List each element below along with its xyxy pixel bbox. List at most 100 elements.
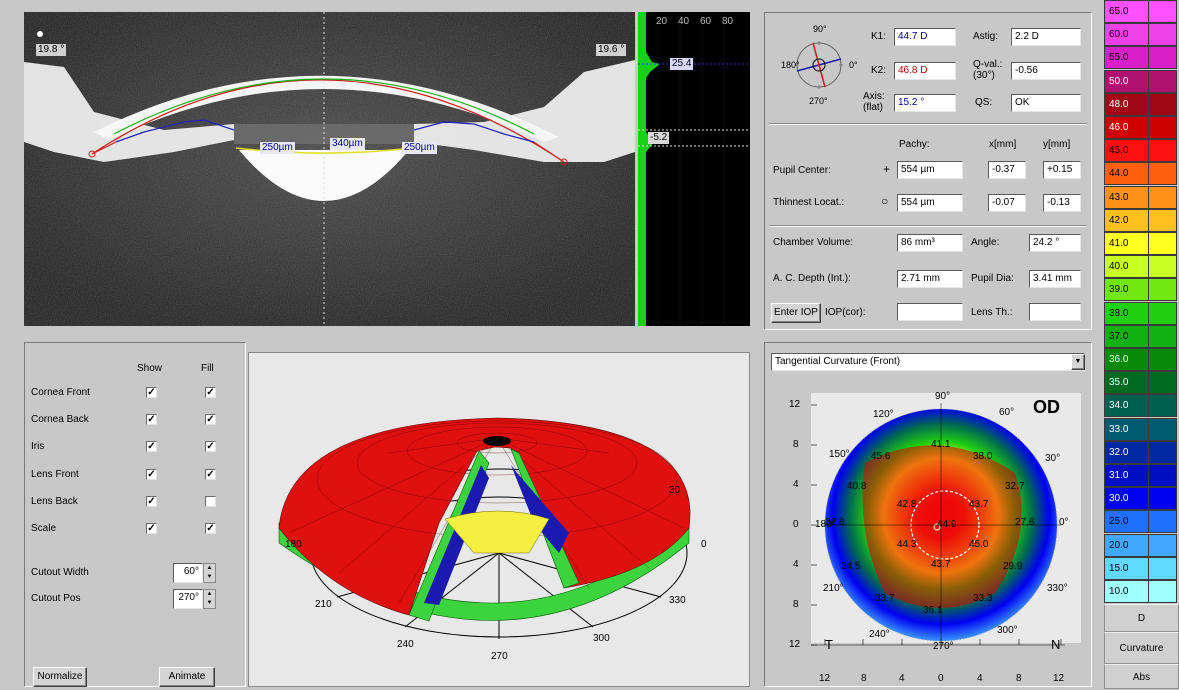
show-lens-front-checkbox[interactable]: ✓ [146,469,157,480]
normalize-button[interactable]: Normalize [33,667,87,687]
axis-label-1: Axis: [863,91,885,102]
scale-swatch [1149,348,1177,371]
cutout-width-field[interactable]: 60° [173,563,203,583]
angle-330: 330° [1047,583,1068,594]
spin-down-icon[interactable]: ▼ [206,600,213,606]
spin-down-icon[interactable]: ▼ [206,574,213,580]
astig-field: 2.2 D [1011,28,1081,46]
cutout-pos-field[interactable]: 270° [173,589,203,609]
x-mm-header: x[mm] [989,139,1017,150]
map-value: 43.7 [931,559,951,570]
map-value: 29.9 [1003,561,1023,572]
k1-field: 44.7 D [894,28,956,46]
densitometry-marker-top: 25.4 [670,58,694,70]
separator-1 [769,123,1087,125]
fill-lens-front-checkbox[interactable]: ✓ [205,469,216,480]
axis-compass [795,41,843,89]
chamber-volume-field: 86 mm³ [897,234,963,252]
show-cornea-front-checkbox[interactable]: ✓ [146,387,157,398]
pachy-header: Pachy: [899,139,930,150]
pupil-x-field: -0.37 [988,161,1026,179]
fill-lens-back-checkbox[interactable] [205,496,216,507]
map-value: 32.8 [825,517,845,528]
scale-value: 36.0 [1104,348,1149,371]
y-tick: 12 [789,399,801,410]
show-cornea-back-checkbox[interactable]: ✓ [146,414,157,425]
spin-up-icon[interactable]: ▲ [206,565,213,571]
unit-tab[interactable]: D [1104,604,1179,632]
angle-60: 60° [999,407,1015,418]
scale-swatch [1149,255,1177,278]
curvature-tab[interactable]: Curvature [1104,632,1179,664]
angle-30: 30° [1045,453,1061,464]
map-value: 38.0 [973,451,993,462]
model-3d-view[interactable]: 0 30 180 210 240 270 300 330 [248,352,750,687]
fill-iris-checkbox[interactable]: ✓ [205,441,216,452]
map-value: 34.5 [841,561,861,572]
show-iris-checkbox[interactable]: ✓ [146,441,157,452]
fill-cornea-back-checkbox[interactable]: ✓ [205,414,216,425]
fill-scale-checkbox[interactable]: ✓ [205,523,216,534]
map-value: 45.6 [871,451,891,462]
apex-right [560,158,568,166]
scheimpflug-image[interactable]: 19.8 ° 19.6 ° 250µm 340µm 250µm [24,12,635,326]
scale-swatch [1149,394,1177,417]
thickness-center-label: 340µm [330,138,365,150]
nasal-label: N [1051,637,1061,652]
cutout-width-label: Cutout Width [31,567,89,578]
iris-left-bright [24,62,234,162]
scale-value: 44.0 [1104,162,1149,185]
densitometry-panel: 20 40 60 80 25.4 -5.2 [638,12,750,326]
scale-swatch [1149,23,1177,46]
cutout-pos-spinner[interactable]: ▲ ▼ [203,589,216,609]
scale-label-210: 210 [315,599,332,610]
x-tick: 0 [938,673,944,684]
scale-swatch [1149,418,1177,441]
spin-up-icon[interactable]: ▲ [206,591,213,597]
show-lens-back-checkbox[interactable]: ✓ [146,496,157,507]
angle-150: 150° [829,449,850,460]
dropdown-arrow-icon[interactable]: ▼ [1071,354,1085,370]
compass-180: 180° [781,60,800,70]
scale-value: 31.0 [1104,464,1149,487]
map-type-dropdown[interactable]: Tangential Curvature (Front) [771,353,1085,371]
angle-left-label: 19.8 ° [36,44,67,56]
densitometry-tick: 20 [656,16,668,27]
y-tick: 12 [789,639,801,650]
apex-left [88,150,96,158]
cornea-chord-right [533,141,565,163]
scale-value: 41.0 [1104,232,1149,255]
scale-value: 25.0 [1104,510,1149,533]
angle-180: 180° [815,519,836,530]
scale-value: 10.0 [1104,580,1149,603]
cutout-wall-left [408,450,490,622]
map-value: 45.0 [969,539,989,550]
iop-cor-label: IOP(cor): [825,307,866,318]
abs-tab[interactable]: Abs [1104,664,1179,689]
scale-swatch [1149,464,1177,487]
iop-cor-field[interactable] [897,303,963,321]
scale-value: 43.0 [1104,186,1149,209]
scale-swatch [1149,534,1177,557]
scale-value: 45.0 [1104,139,1149,162]
animate-button[interactable]: Animate [159,667,215,687]
scale-value: 38.0 [1104,302,1149,325]
iris-curve-left [115,119,235,143]
show-scale-checkbox[interactable]: ✓ [146,523,157,534]
lens-th-label: Lens Th.: [971,307,1013,318]
densitometry-marker-bottom: -5.2 [648,132,670,144]
scale-swatch [1149,93,1177,116]
cutout-pos-label: Cutout Pos [31,593,81,604]
scale-swatch [1149,162,1177,185]
ac-depth-label: A. C. Depth (Int.): [773,273,851,284]
qs-label: QS: [975,97,993,108]
fill-cornea-front-checkbox[interactable]: ✓ [205,387,216,398]
thinnest-x-field: -0.07 [988,194,1026,212]
scale-swatch [1149,302,1177,325]
scale-value: 39.0 [1104,278,1149,301]
steep-axis-line [812,42,826,88]
ac-depth-field: 2.71 mm [897,270,963,288]
enter-iop-button[interactable]: Enter IOP [771,303,821,323]
thickness-left-label: 250µm [260,142,295,154]
cutout-width-spinner[interactable]: ▲ ▼ [203,563,216,583]
